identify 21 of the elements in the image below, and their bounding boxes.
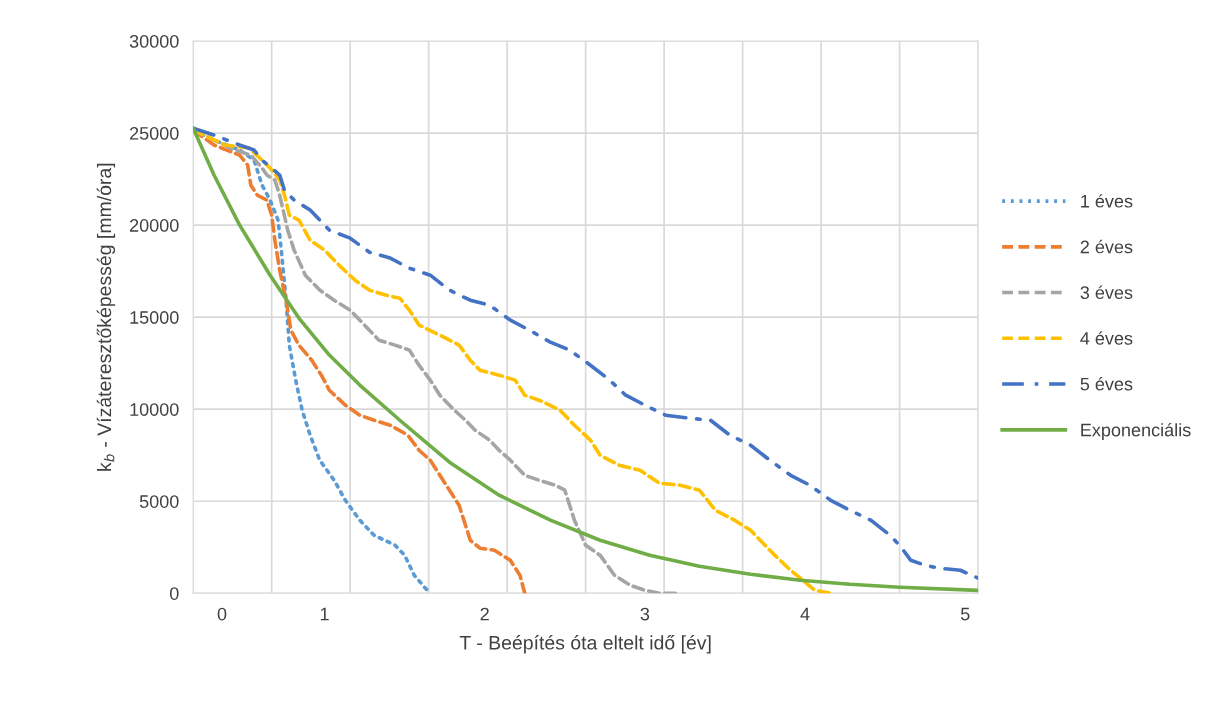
y-tick-label: 5000 [139, 495, 179, 508]
legend-label: 3 éves [1080, 285, 1133, 300]
y-tick-label: 0 [169, 587, 179, 600]
y-tick-label: 25000 [130, 127, 179, 140]
y-tick-label: 15000 [130, 311, 179, 324]
x-tick-label: 5 [960, 607, 970, 621]
legend-label: 5 éves [1080, 377, 1133, 391]
y-tick-label: 20000 [130, 219, 179, 232]
x-tick-label: 2 [480, 607, 489, 621]
legend-label: 1 éves [1081, 194, 1133, 208]
x-axis-title: T - Beépítés óta eltelt idő [év] [459, 635, 711, 654]
y-tick-label: 30000 [129, 34, 179, 48]
x-tick-label: 4 [800, 607, 810, 621]
legend-label: 2 éves [1080, 239, 1133, 254]
legend-label: 4 éves [1080, 331, 1133, 345]
x-tick-label: 0 [217, 607, 227, 621]
x-tick-label: 1 [320, 607, 329, 621]
y-tick-label: 10000 [130, 403, 179, 416]
y-axis-title: k$_{b}$ - Vízáteresztőképesség [mm/óra] [96, 163, 116, 471]
legend-label: Exponenciális [1081, 422, 1191, 440]
x-tick-label: 3 [640, 607, 650, 621]
